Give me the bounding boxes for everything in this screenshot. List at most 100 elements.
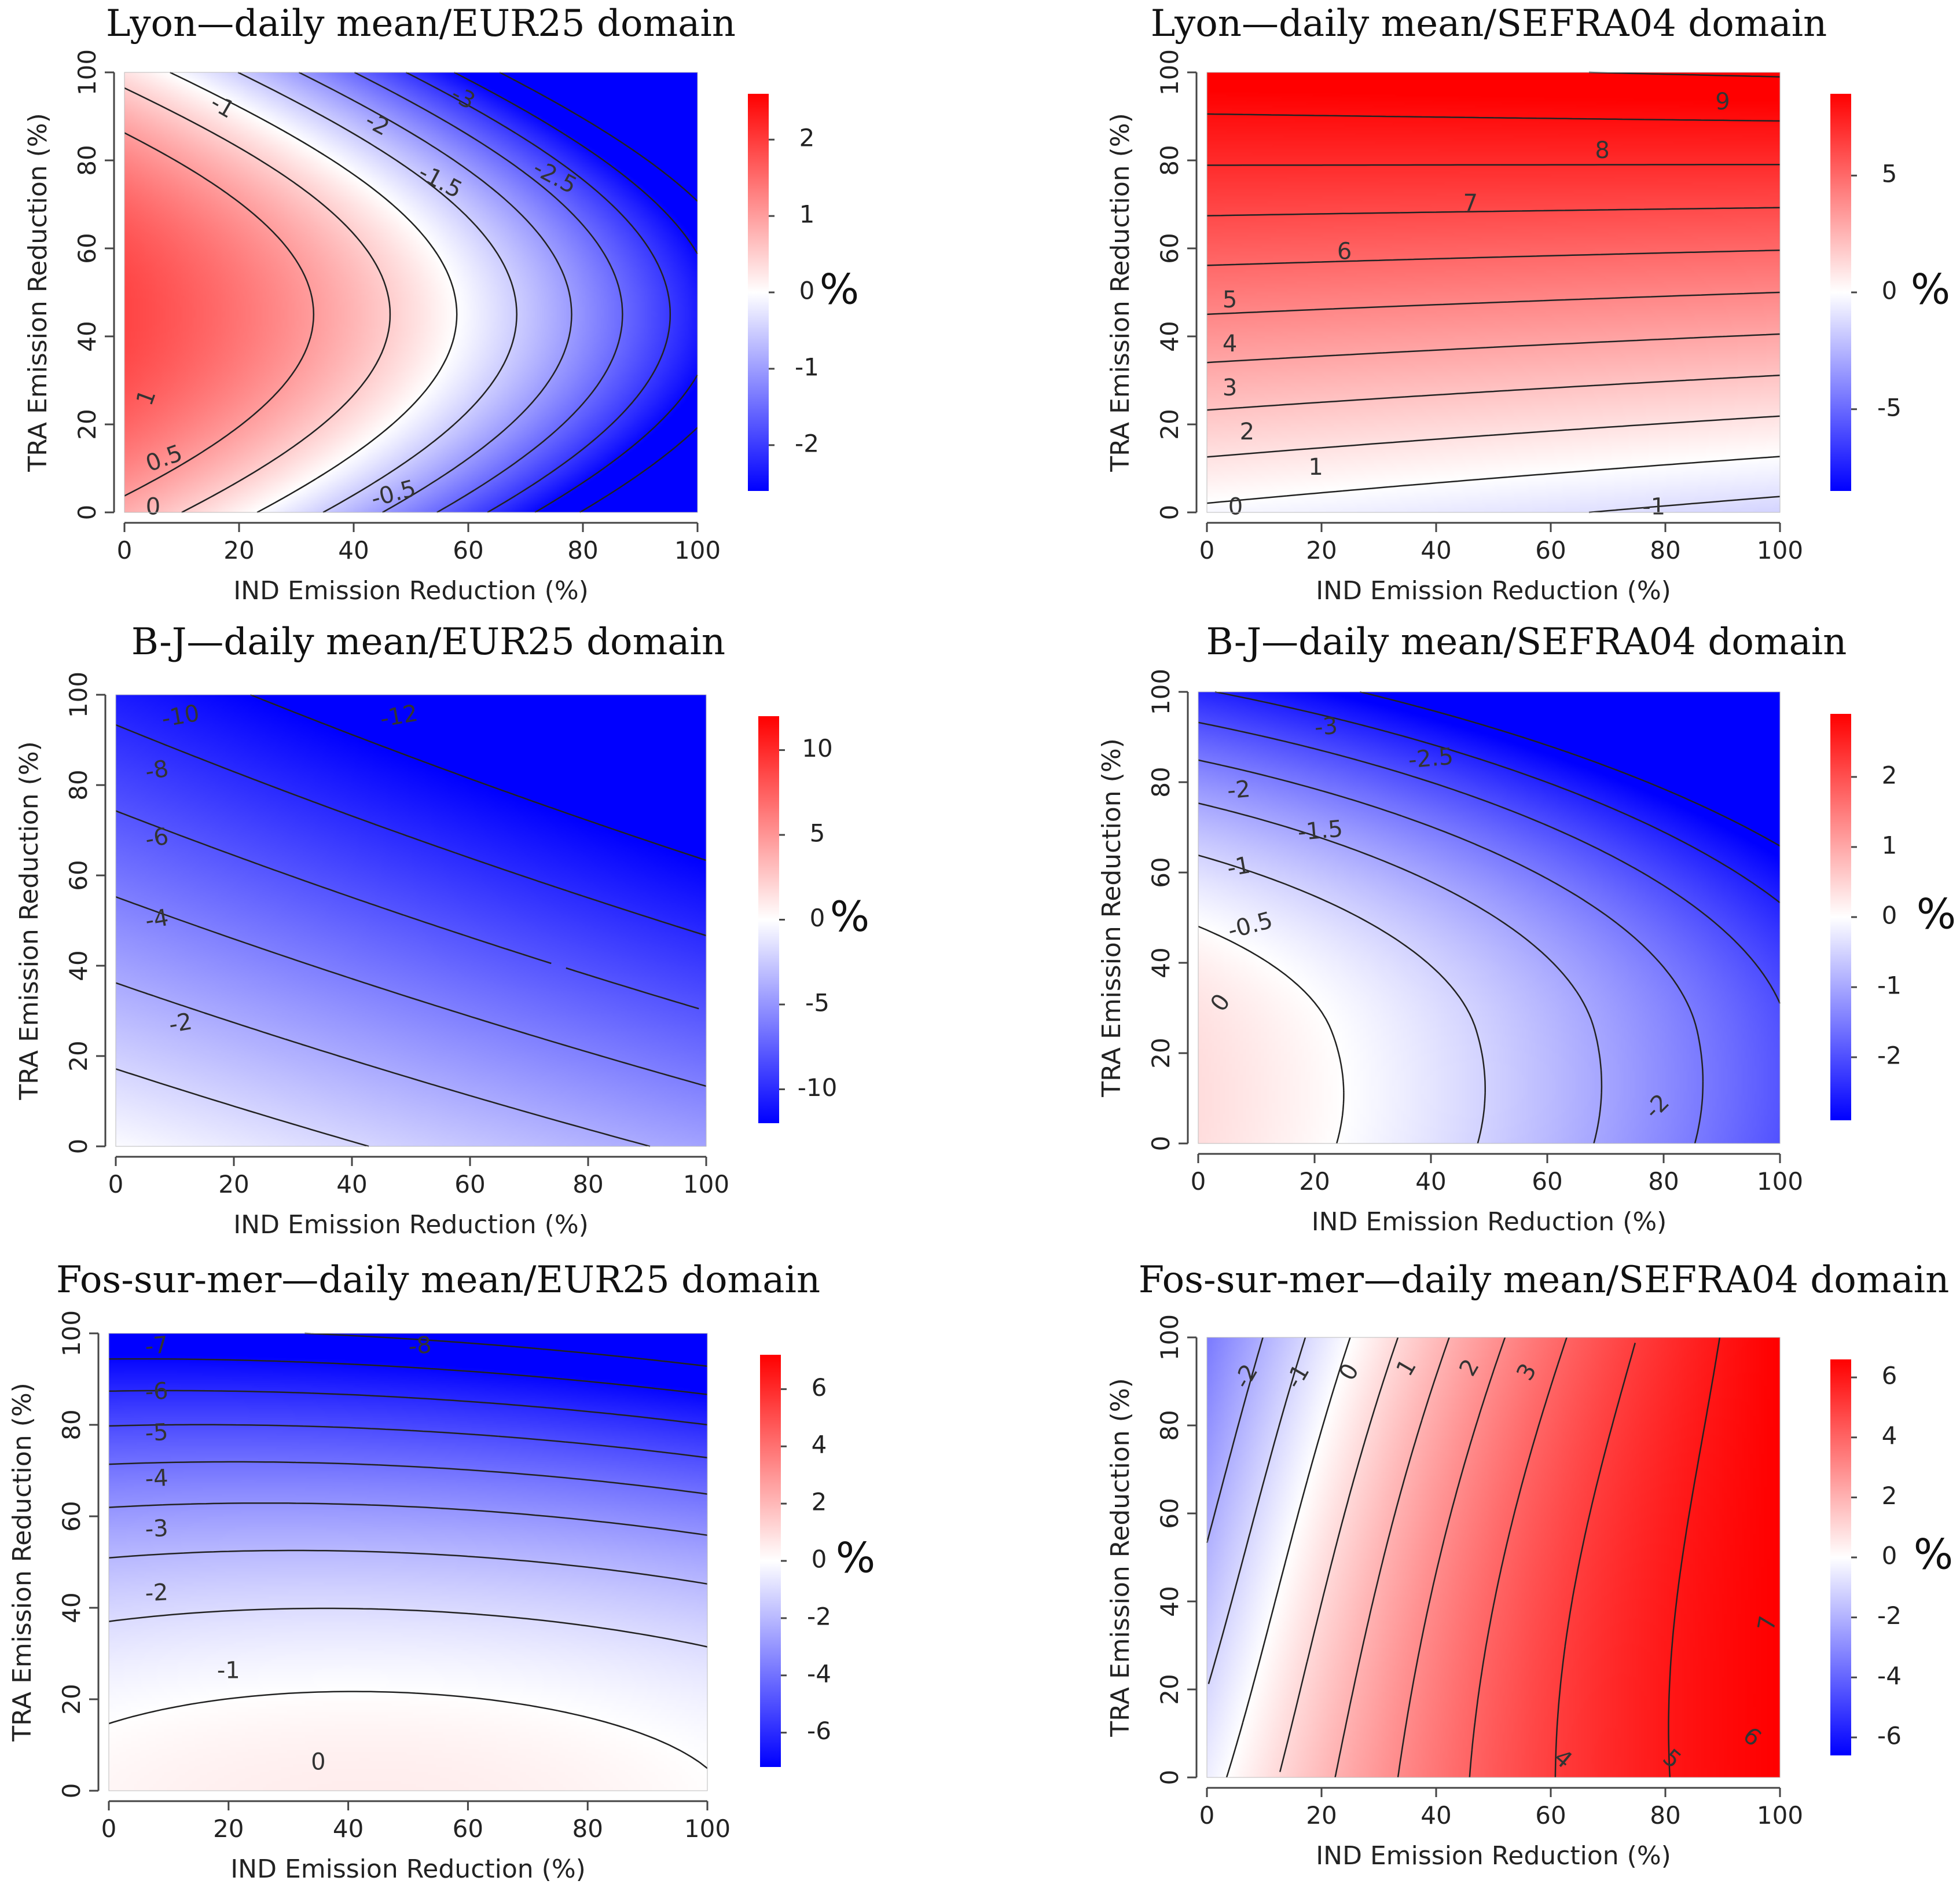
contour-line (1360, 691, 1781, 847)
contour-line (1206, 415, 1781, 458)
contour-label: -3 (1313, 713, 1339, 741)
contour-line (1206, 333, 1781, 364)
x-tick-label: 100 (683, 1170, 729, 1198)
colorbar-tick-label: 2 (799, 124, 815, 152)
plot-border (115, 694, 707, 1147)
plot-border (108, 1333, 708, 1791)
x-tick-label: 40 (1415, 1167, 1446, 1196)
y-axis-label: TRA Emission Reduction (%) (1106, 1378, 1135, 1737)
heatmap-surface (1207, 72, 1780, 512)
colorbar-tick-label: 0 (1882, 1542, 1897, 1570)
x-tick-label: 60 (1532, 1167, 1562, 1196)
chart-title: Fos-sur-mer—daily mean/EUR25 domain (56, 1259, 820, 1302)
contour-line (108, 1461, 708, 1495)
y-tick-label: 80 (1147, 767, 1175, 797)
x-tick-label: 100 (1757, 536, 1803, 564)
y-tick-label: 40 (57, 1592, 86, 1623)
contour-label: -8 (143, 756, 170, 786)
x-axis-label: IND Emission Reduction (%) (233, 1210, 589, 1240)
x-tick-label: 80 (1650, 536, 1680, 564)
contour-label: 6 (1337, 239, 1352, 265)
x-tick-label: 100 (1757, 1801, 1803, 1830)
colorbar-tick-label: 10 (802, 734, 832, 762)
y-tick-label: 0 (57, 1783, 86, 1799)
colorbar-unit-label: % (1917, 890, 1956, 938)
colorbar-tick-label: 2 (1882, 761, 1897, 789)
y-tick-label: 60 (57, 1501, 86, 1531)
contour-label: -2 (167, 1008, 194, 1038)
colorbar-tick-label: 5 (810, 819, 825, 848)
panel-p5: -7 -8-6-5-4-3-2-100 20 40 60 80 10002040608010… (8, 1259, 875, 1884)
contour-line (1198, 802, 1603, 1144)
contour-label: 0 (311, 1749, 325, 1776)
contour-label: -3 (144, 1515, 168, 1543)
colorbar (1830, 1359, 1851, 1755)
contour-line (1206, 207, 1781, 217)
colorbar-tick-label: -1 (795, 353, 819, 381)
contour-line (170, 71, 458, 514)
contour-label: -6 (144, 1378, 168, 1406)
y-axis-label: TRA Emission Reduction (%) (14, 741, 44, 1101)
y-tick-label: 20 (64, 1040, 93, 1071)
heatmap-surface (109, 1333, 707, 1791)
x-tick-label: 40 (333, 1814, 364, 1843)
contour-line (124, 132, 315, 497)
contour-label: -2 (144, 1579, 168, 1607)
y-tick-label: 80 (1155, 1410, 1184, 1440)
contour-line (1207, 163, 1780, 166)
x-tick-label: 40 (338, 536, 369, 564)
contour-line (108, 1424, 708, 1459)
contour-label: 8 (1595, 137, 1609, 164)
panel-p2: 9 8 7 6 5 4 32 1 0 -1 0 20 40 60 80 100 0 20 40 60 80 100 IND … (1106, 2, 1950, 606)
x-tick-label: 20 (1306, 1801, 1337, 1830)
y-tick-label: 20 (1155, 409, 1184, 439)
colorbar (758, 716, 779, 1123)
panel-p3: -10 -12-8-6-4-20 20 40 60 80 100020406080100IN… (14, 621, 869, 1240)
heatmap-surface (124, 72, 698, 512)
chart-title: Fos-sur-mer—daily mean/SEFRA04 domain (1139, 1259, 1950, 1302)
contour-line (108, 1691, 708, 1769)
x-tick-label: 60 (454, 1170, 485, 1198)
y-tick-label: 0 (1155, 505, 1184, 520)
y-tick-label: 80 (64, 769, 93, 800)
contour-label: 2 (1240, 419, 1254, 445)
y-tick-label: 60 (1155, 233, 1184, 263)
y-tick-label: 80 (73, 145, 101, 175)
contour-line (1206, 456, 1781, 504)
contour-line (108, 1549, 708, 1585)
contour-label: 1 (1308, 454, 1323, 481)
x-tick-label: 80 (572, 1814, 603, 1843)
panel-p1: 10.50-1-2-3-1.5 -2.5-0.50 20 40 60 80 10002040… (23, 2, 859, 606)
x-tick-label: 80 (567, 536, 598, 564)
y-axis-label: TRA Emission Reduction (%) (23, 113, 53, 472)
x-tick-label: 0 (101, 1814, 117, 1843)
contour-label: -1 (217, 1658, 240, 1684)
contour-line (108, 1502, 708, 1536)
y-tick-label: 60 (1155, 1498, 1184, 1528)
colorbar-tick-label: 0 (799, 277, 815, 305)
colorbar-tick-label: 5 (1882, 160, 1897, 188)
colorbar-tick-label: -2 (807, 1602, 831, 1630)
x-tick-label: 20 (213, 1814, 244, 1843)
contour-line (115, 982, 651, 1148)
contour-label: -2.5 (1407, 743, 1455, 774)
x-tick-label: 0 (117, 536, 133, 564)
y-tick-label: 20 (1147, 1038, 1175, 1068)
contour-line (1279, 1337, 1399, 1772)
y-tick-label: 40 (1155, 321, 1184, 351)
x-tick-label: 60 (453, 536, 483, 564)
contour-line (108, 1607, 708, 1648)
y-tick-label: 40 (1155, 1586, 1184, 1616)
x-tick-label: 60 (1535, 1801, 1566, 1830)
colorbar-tick-label: 2 (1882, 1482, 1897, 1510)
x-tick-label: 60 (1535, 536, 1566, 564)
colorbar-tick-label: -2 (795, 429, 819, 457)
contour-line (250, 694, 707, 861)
y-tick-label: 100 (73, 49, 101, 96)
x-tick-label: 100 (1757, 1167, 1803, 1196)
y-tick-label: 0 (1155, 1770, 1184, 1786)
contour-label: 9 (1715, 89, 1730, 115)
x-tick-label: 0 (1199, 1801, 1215, 1830)
colorbar (748, 94, 769, 491)
